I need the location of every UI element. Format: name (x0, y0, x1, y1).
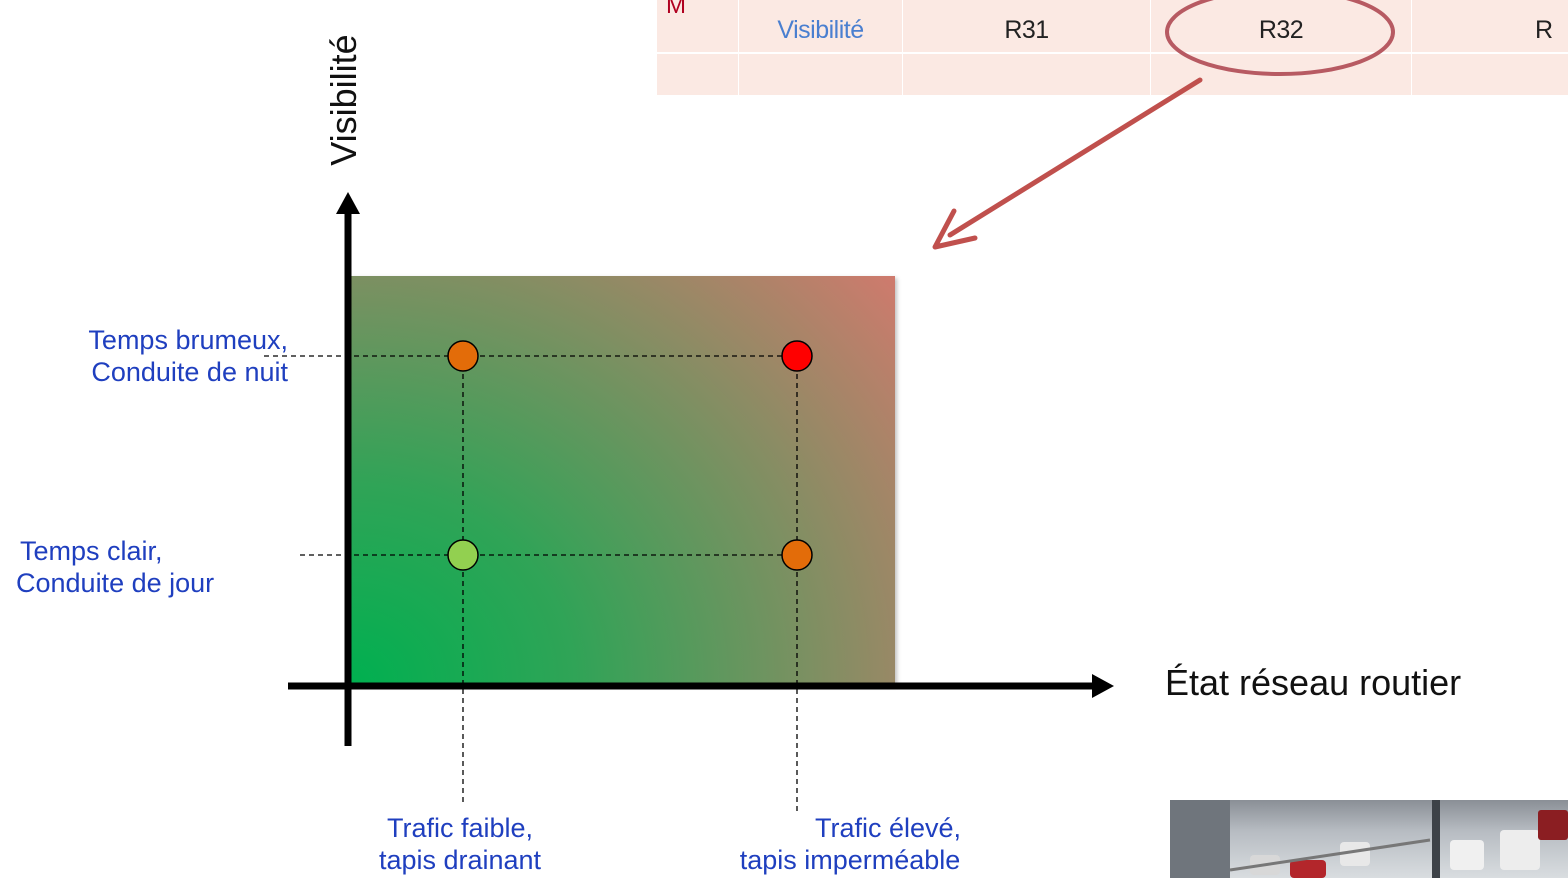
x-label-eleve-line2: tapis imperméable (700, 844, 1000, 876)
y-label-clair-line1: Temps clair, (20, 535, 218, 567)
x-label-faible: Trafic faible, tapis drainant (330, 812, 590, 876)
point-eleve-brumeux (782, 341, 812, 371)
callout-arrow (935, 80, 1200, 247)
x-label-eleve: Trafic élevé, tapis imperméable (700, 812, 1000, 876)
highlight-ellipse (1167, 0, 1393, 74)
road-traffic-snow-photo (1170, 800, 1568, 878)
x-label-eleve-line1: Trafic élevé, (738, 812, 1038, 844)
y-axis-arrowhead (336, 192, 360, 214)
guide-lines (264, 356, 797, 812)
x-label-faible-line1: Trafic faible, (330, 812, 590, 844)
y-label-brumeux: Temps brumeux, Conduite de nuit (10, 324, 288, 388)
point-faible-brumeux (448, 341, 478, 371)
point-eleve-clair (782, 540, 812, 570)
y-label-clair: Temps clair, Conduite de jour (20, 535, 218, 599)
y-label-brumeux-line1: Temps brumeux, (10, 324, 288, 356)
x-axis-arrowhead (1092, 674, 1114, 698)
axes (288, 192, 1114, 746)
x-axis-title: État réseau routier (1165, 662, 1461, 704)
y-label-clair-line2: Conduite de jour (16, 567, 214, 599)
x-label-faible-line2: tapis drainant (330, 844, 590, 876)
y-label-brumeux-line2: Conduite de nuit (10, 356, 288, 388)
point-faible-clair (448, 540, 478, 570)
points (448, 341, 812, 570)
y-axis-title: Visibilité (323, 34, 365, 165)
